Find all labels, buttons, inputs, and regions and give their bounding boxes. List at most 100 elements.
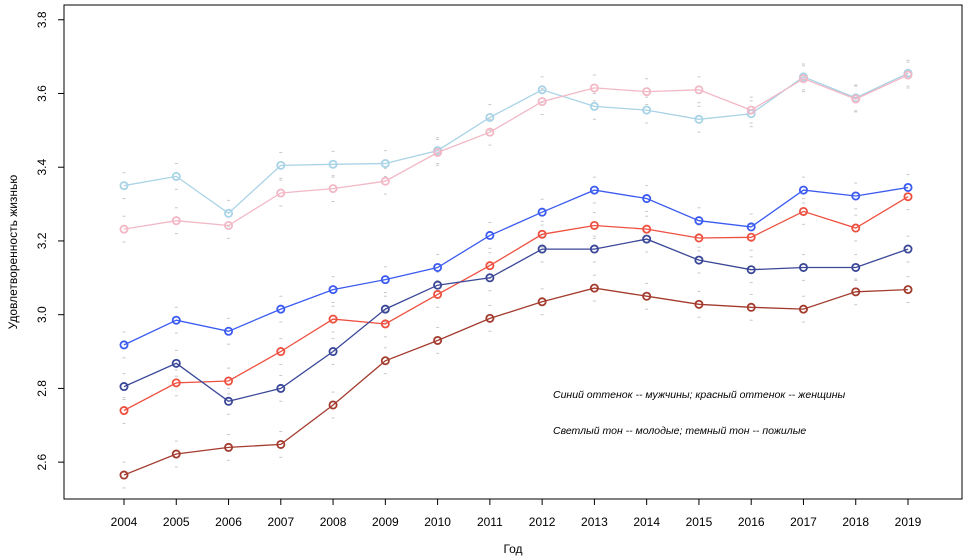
data-point [798,304,808,314]
data-point [276,188,286,198]
y-axis: 2.6 2.8 3.0 3.2 3.4 3.6 3.8 [35,11,64,470]
data-point [380,356,390,366]
data-point [589,185,599,195]
data-point [694,299,704,309]
data-point [485,112,495,122]
data-point [328,347,338,357]
data-point [380,304,390,314]
x-tick-label: 2013 [581,515,608,529]
data-point [171,315,181,325]
data-point [537,207,547,217]
data-point [851,262,861,272]
annotation-gender: Синий оттенок -- мужчины; красный оттено… [553,389,846,401]
data-point [851,191,861,201]
data-point [642,234,652,244]
data-point [119,406,129,416]
series-5 [119,283,913,480]
series-1 [119,70,913,234]
data-point [537,229,547,239]
data-point [485,313,495,323]
series-line [123,196,909,412]
data-point [798,262,808,272]
x-tick-label: 2007 [267,515,294,529]
data-point [642,194,652,204]
data-point [746,222,756,232]
x-tick-label: 2019 [895,515,922,529]
series-line [123,72,909,215]
plot-frame [63,4,963,500]
data-point [119,470,129,480]
data-point [433,147,443,157]
data-point [642,105,652,115]
data-point [433,262,443,272]
data-point [380,176,390,186]
data-point [380,275,390,285]
data-point [224,376,234,386]
data-point [903,182,913,192]
data-point [485,273,495,283]
data-point [328,184,338,194]
data-point [903,192,913,202]
data-point [746,105,756,115]
data-point [328,285,338,295]
data-point [171,171,181,181]
data-point [851,94,861,104]
x-tick-label: 2016 [738,515,765,529]
data-point [642,291,652,301]
y-tick-label: 3.6 [35,85,49,102]
data-point [276,439,286,449]
data-point [642,224,652,234]
y-tick-label: 3.4 [35,159,49,176]
x-tick-label: 2015 [686,515,713,529]
data-point [433,335,443,345]
data-point [328,400,338,410]
data-point [224,208,234,218]
data-point [746,302,756,312]
data-point [798,206,808,216]
data-point [276,160,286,170]
data-point [171,378,181,388]
data-point [537,244,547,254]
series-2 [119,182,913,350]
data-point [798,185,808,195]
data-point [589,101,599,111]
series-3 [119,192,913,416]
series-4 [119,234,913,406]
data-point [694,85,704,95]
data-point [903,70,913,80]
series-line [123,238,909,403]
data-point [746,232,756,242]
y-tick-label: 2.8 [35,380,49,397]
x-tick-label: 2011 [477,515,503,529]
data-point [224,220,234,230]
y-tick-label: 3.2 [35,232,49,249]
y-tick-label: 2.6 [35,453,49,470]
x-tick-label: 2012 [529,515,556,529]
data-point [328,314,338,324]
data-point [589,220,599,230]
series-line [123,186,909,346]
data-point [276,347,286,357]
data-point [171,449,181,459]
y-tick-label: 3.8 [35,11,49,28]
data-point [380,319,390,329]
series-0 [119,68,913,218]
x-tick-label: 2008 [320,515,347,529]
series-layer [119,68,913,480]
x-tick-label: 2018 [842,515,869,529]
series-line [123,287,909,476]
data-point [433,280,443,290]
data-point [224,442,234,452]
data-point [485,261,495,271]
data-point [276,383,286,393]
data-point [171,358,181,368]
data-point [903,244,913,254]
series-line [123,74,909,230]
data-point [171,216,181,226]
data-point [224,396,234,406]
x-axis: 2004 2005 2006 2007 2008 2009 2010 2011 2012 2013… [111,499,922,529]
x-tick-label: 2014 [633,515,660,529]
data-point [119,181,129,191]
data-point [589,83,599,93]
